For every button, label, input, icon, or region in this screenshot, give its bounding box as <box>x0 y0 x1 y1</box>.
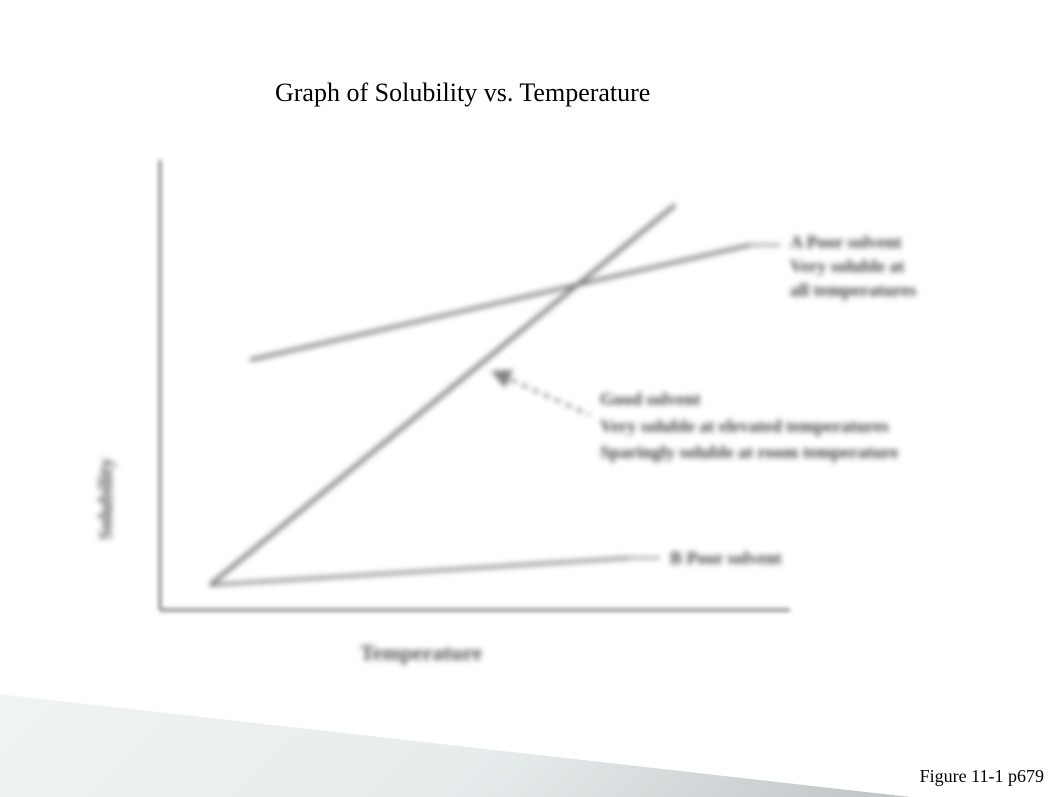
annotations: A Poor solvent Very soluble at all tempe… <box>600 232 916 568</box>
series-b-label-1: B Poor solvent <box>670 548 782 568</box>
wedge-svg <box>0 657 1042 797</box>
axes <box>160 160 790 610</box>
x-axis-label: Temperature <box>360 640 482 665</box>
series-good-leader <box>500 375 590 415</box>
series-b-line <box>210 558 630 585</box>
series-good-label-3: Sparingly soluble at room temperature <box>600 442 898 462</box>
series-a-label-1: A Poor solvent <box>790 232 902 252</box>
figure-caption: Figure 11-1 p679 <box>920 766 1044 787</box>
series-good-label-1: Good solvent <box>600 389 701 409</box>
series-a-line <box>250 245 750 360</box>
page: Graph of Solubility vs. Temperature <box>0 0 1062 797</box>
series-good-label-2: Very soluble at elevated temperatures <box>600 416 889 436</box>
solubility-chart: Solubility Temperature <box>70 140 1030 670</box>
series-a-label-2: Very soluble at <box>790 256 904 276</box>
series-a-label-3: all temperatures <box>790 280 916 300</box>
wedge-polygon-light <box>0 692 1042 797</box>
chart-svg: Solubility Temperature <box>70 140 1030 670</box>
y-axis-label: Solubility <box>95 458 117 540</box>
decorative-wedge <box>0 657 1042 797</box>
wedge-polygon <box>0 692 1042 797</box>
page-title: Graph of Solubility vs. Temperature <box>275 78 650 108</box>
